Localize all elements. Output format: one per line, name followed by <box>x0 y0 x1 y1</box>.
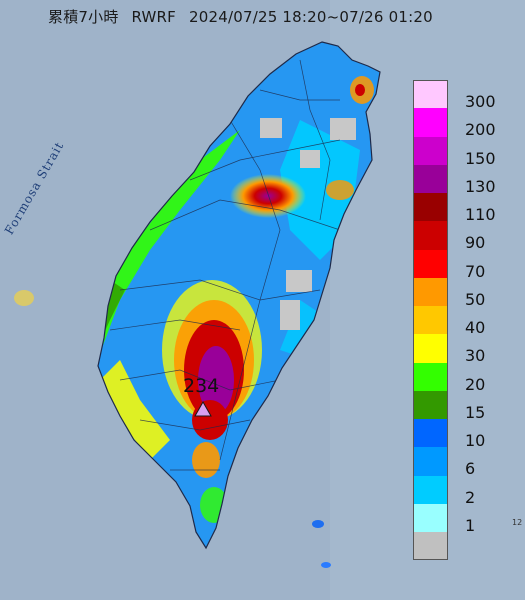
legend-label: 300 <box>465 92 496 111</box>
legend-label: 200 <box>465 120 496 140</box>
legend-swatch <box>413 419 448 448</box>
legend-label: 90 <box>465 233 486 253</box>
legend-swatch <box>413 80 448 109</box>
legend-label: 70 <box>465 261 486 281</box>
legend-row: 70 <box>413 249 508 281</box>
legend-row: 110 <box>413 193 508 224</box>
legend-label: 1 <box>465 515 476 535</box>
legend-row: 10 <box>413 419 508 450</box>
legend-swatch <box>413 108 448 137</box>
legend-label: 130 <box>465 176 496 196</box>
legend-swatch <box>413 503 448 532</box>
legend-swatch <box>413 334 448 363</box>
legend-row: 90 <box>413 221 508 253</box>
legend-swatch <box>413 221 448 250</box>
legend-label: 20 <box>465 374 486 394</box>
legend-label: 50 <box>465 289 486 309</box>
legend-swatch <box>413 277 448 306</box>
legend-swatch <box>413 532 448 561</box>
legend-label: 6 <box>465 459 476 479</box>
island-green <box>312 520 324 528</box>
island-penghu <box>14 290 34 306</box>
legend-swatch <box>413 193 448 222</box>
legend-swatch <box>413 164 448 193</box>
legend-label: 150 <box>465 148 496 168</box>
legend-swatch <box>413 447 448 476</box>
legend-row: 200 <box>413 108 508 140</box>
legend-row: 30 <box>413 334 508 366</box>
legend-label: 30 <box>465 346 486 366</box>
triangle-marker-icon <box>194 401 212 417</box>
legend-row: 2 <box>413 475 508 507</box>
legend-label: 40 <box>465 318 486 337</box>
legend-row: 1 <box>413 503 508 535</box>
legend-label: 110 <box>465 205 496 224</box>
legend-label: 15 <box>465 402 486 422</box>
title-source: RWRF <box>131 8 177 26</box>
legend-swatch <box>413 390 448 419</box>
legend-row: 50 <box>413 277 508 309</box>
legend-swatch <box>413 136 448 165</box>
legend-label: 10 <box>465 431 486 450</box>
legend-swatch <box>413 249 448 278</box>
legend-row: 6 <box>413 447 508 479</box>
legend-row: 40 <box>413 306 508 337</box>
legend-swatch <box>413 306 448 335</box>
island-orchid <box>321 562 331 568</box>
max-rainfall-value: 234 <box>183 375 220 397</box>
legend-row: 15 <box>413 390 508 422</box>
title-product: 累積7小時 <box>48 8 119 26</box>
legend-row: 130 <box>413 164 508 196</box>
legend-row: 150 <box>413 136 508 168</box>
legend-row <box>413 532 508 561</box>
legend-swatch <box>413 362 448 391</box>
edge-fragment-text: 12 <box>512 518 523 527</box>
legend-swatch <box>413 475 448 504</box>
map-title: 累積7小時 RWRF 2024/07/25 18:20~07/26 01:20 <box>48 6 433 27</box>
rainfall-legend: 300 200 150 130 110 90 70 50 40 30 20 15 10 6 2 1 <box>413 80 508 561</box>
title-period: 2024/07/25 18:20~07/26 01:20 <box>188 8 433 26</box>
legend-row: 20 <box>413 362 508 394</box>
legend-row: 300 <box>413 80 508 111</box>
legend-label: 2 <box>465 487 476 507</box>
